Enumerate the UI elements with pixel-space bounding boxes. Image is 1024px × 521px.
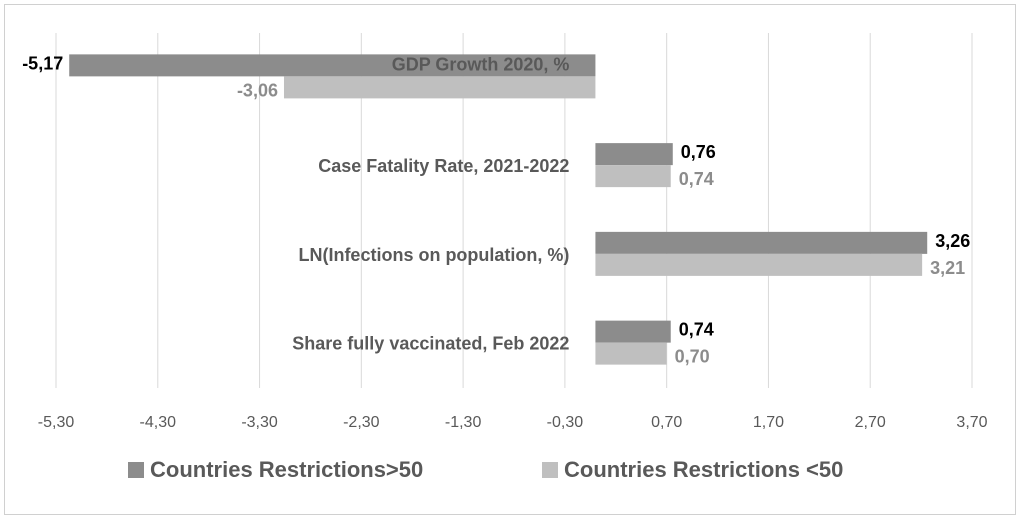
data-label: 0,74	[679, 320, 714, 340]
x-tick-label: -0,30	[547, 414, 584, 431]
data-label: 3,26	[935, 231, 970, 251]
legend: Countries Restrictions>50 Countries Restr…	[128, 457, 843, 482]
category-label: GDP Growth 2020, %	[392, 54, 570, 74]
data-label: -3,06	[237, 80, 278, 100]
data-label: 3,21	[930, 258, 965, 278]
legend-swatch	[128, 462, 144, 478]
x-tick-label: -3,30	[241, 414, 278, 431]
bar	[595, 320, 671, 343]
data-label: 0,76	[681, 142, 716, 162]
x-tick-label: -5,30	[38, 414, 75, 431]
x-axis-ticks: -5,30 -4,30 -3,30 -2,30 -1,30 -0,30 0,70 1,70 2,…	[38, 414, 988, 431]
x-tick-label: -1,30	[445, 414, 482, 431]
data-label: 0,74	[679, 169, 714, 189]
x-tick-label: -4,30	[140, 414, 177, 431]
bar	[595, 253, 923, 276]
x-tick-label: 1,70	[753, 414, 784, 431]
x-tick-label: 2,70	[855, 414, 886, 431]
x-tick-label: -2,30	[343, 414, 380, 431]
bar	[283, 76, 596, 99]
data-labels: -5,17 -3,06 0,76 0,74 3,26 3,21 0,74 0,70	[22, 53, 970, 366]
bar	[595, 231, 928, 254]
bars	[69, 54, 928, 365]
bar	[595, 342, 667, 365]
legend-label: Countries Restrictions>50	[150, 457, 423, 482]
category-label: LN(Infections on population, %)	[298, 245, 569, 265]
data-label: -5,17	[22, 53, 63, 73]
category-labels: GDP Growth 2020, % Case Fatality Rate, 20…	[292, 54, 569, 353]
x-tick-label: 0,70	[651, 414, 682, 431]
bar	[595, 165, 671, 188]
x-tick-label: 3,70	[956, 414, 987, 431]
data-label: 0,70	[675, 347, 710, 367]
bar	[69, 54, 596, 77]
bar	[595, 143, 673, 166]
legend-label: Countries Restrictions <50	[564, 457, 843, 482]
category-label: Case Fatality Rate, 2021-2022	[318, 156, 569, 176]
legend-swatch	[542, 462, 558, 478]
category-label: Share fully vaccinated, Feb 2022	[292, 334, 569, 354]
